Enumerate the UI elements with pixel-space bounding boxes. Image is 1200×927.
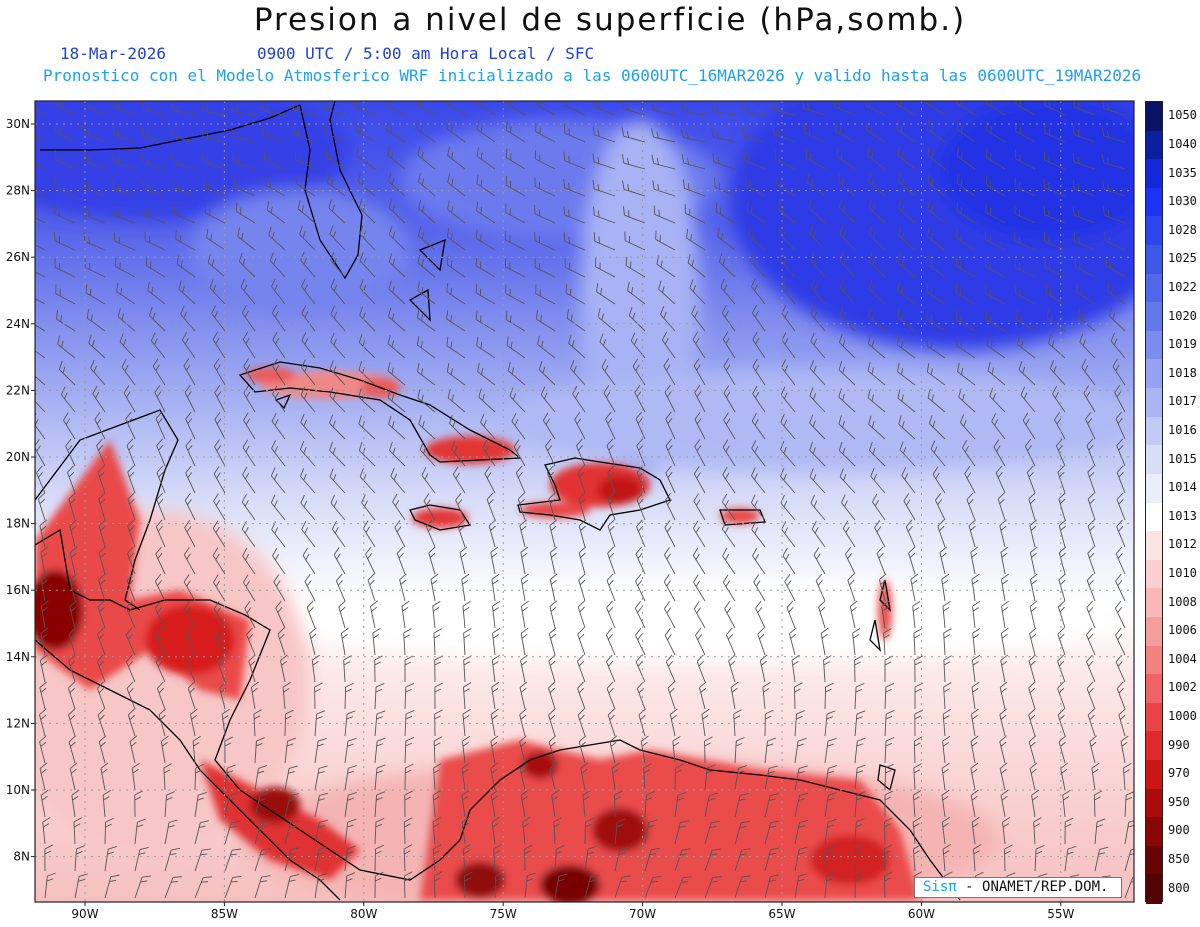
colorbar-label: 1006 bbox=[1168, 623, 1197, 638]
lat-label: 26N bbox=[6, 250, 30, 264]
lon-label: 55W bbox=[1047, 907, 1074, 921]
model-info: Pronostico con el Modelo Atmosferico WRF… bbox=[43, 66, 1142, 85]
colorbar-cell bbox=[1146, 388, 1162, 418]
lon-label: 75W bbox=[490, 907, 517, 921]
colorbar-label: 950 bbox=[1168, 794, 1190, 809]
colorbar-cell bbox=[1146, 273, 1162, 303]
lon-label: 60W bbox=[908, 907, 935, 921]
brand-label: Sisπ bbox=[923, 879, 957, 895]
lon-label: 70W bbox=[629, 907, 656, 921]
colorbar-cell bbox=[1146, 731, 1162, 761]
colorbar-label: 850 bbox=[1168, 852, 1190, 867]
colorbar-label: 1015 bbox=[1168, 451, 1197, 466]
colorbar-label: 1000 bbox=[1168, 709, 1197, 724]
lat-label: 16N bbox=[6, 583, 30, 597]
colorbar-cell bbox=[1146, 187, 1162, 218]
colorbar-label: 1017 bbox=[1168, 394, 1197, 409]
colorbar-cell bbox=[1146, 216, 1162, 246]
colorbar-label: 1008 bbox=[1168, 594, 1197, 609]
colorbar-cell bbox=[1146, 330, 1162, 361]
lat-label: 10N bbox=[6, 783, 30, 797]
colorbar-cell bbox=[1146, 502, 1162, 532]
colorbar-label: 1050 bbox=[1168, 108, 1197, 123]
colorbar-cell bbox=[1146, 416, 1162, 446]
colorbar-label: 900 bbox=[1168, 823, 1190, 838]
colorbar-label: 990 bbox=[1168, 737, 1190, 752]
colorbar-cell bbox=[1146, 788, 1162, 818]
lat-label: 12N bbox=[6, 716, 30, 730]
colorbar-cell bbox=[1146, 645, 1162, 675]
colorbar-label: 1040 bbox=[1168, 136, 1197, 151]
forecast-date: 18-Mar-2026 bbox=[60, 44, 166, 63]
colorbar-cell bbox=[1146, 473, 1162, 504]
colorbar-cell bbox=[1146, 674, 1162, 704]
forecast-time: 0900 UTC / 5:00 am Hora Local / SFC bbox=[257, 44, 595, 63]
colorbar-cell bbox=[1146, 130, 1162, 160]
org-label: - ONAMET/REP.DOM. bbox=[965, 879, 1109, 895]
colorbar-cell bbox=[1146, 559, 1162, 589]
lon-label: 85W bbox=[211, 907, 238, 921]
colorbar-cell bbox=[1146, 874, 1162, 904]
lon-labels: 90W 85W 80W 75W 70W 65W 60W 55W bbox=[71, 902, 1074, 921]
colorbar-label: 1016 bbox=[1168, 422, 1197, 437]
colorbar-label: 1012 bbox=[1168, 537, 1197, 552]
lat-label: 24N bbox=[6, 317, 30, 331]
lon-label: 65W bbox=[768, 907, 795, 921]
colorbar-cell bbox=[1146, 245, 1162, 275]
lat-label: 14N bbox=[6, 650, 30, 664]
lat-label: 22N bbox=[6, 383, 30, 397]
colorbar-cell bbox=[1146, 302, 1162, 332]
colorbar-cell bbox=[1146, 159, 1162, 189]
colorbar-cell bbox=[1146, 616, 1162, 647]
colorbar-cell bbox=[1146, 445, 1162, 475]
colorbar-label: 1013 bbox=[1168, 508, 1197, 523]
colorbar-label: 1030 bbox=[1168, 194, 1197, 209]
colorbar-cell bbox=[1146, 759, 1162, 790]
colorbar-label: 970 bbox=[1168, 766, 1190, 781]
pressure-colorbar bbox=[1145, 101, 1163, 904]
pressure-shading bbox=[35, 101, 1134, 902]
colorbar-label: 1018 bbox=[1168, 365, 1197, 380]
colorbar-label: 1025 bbox=[1168, 251, 1197, 266]
lat-label: 18N bbox=[6, 517, 30, 531]
colorbar-label: 800 bbox=[1168, 880, 1190, 895]
credit-box: Sisπ - ONAMET/REP.DOM. bbox=[914, 877, 1122, 898]
page-title: Presion a nivel de superficie (hPa,somb.… bbox=[253, 2, 967, 38]
lat-label: 20N bbox=[6, 450, 30, 464]
lon-label: 90W bbox=[71, 907, 98, 921]
colorbar-label: 1028 bbox=[1168, 222, 1197, 237]
lat-label: 28N bbox=[6, 184, 30, 198]
map-frame bbox=[34, 100, 1135, 903]
colorbar-label: 1002 bbox=[1168, 680, 1197, 695]
colorbar-label: 1004 bbox=[1168, 651, 1197, 666]
colorbar-cell bbox=[1146, 845, 1162, 875]
colorbar-cell bbox=[1146, 817, 1162, 847]
colorbar-label: 1020 bbox=[1168, 308, 1197, 323]
colorbar-cell bbox=[1146, 102, 1162, 132]
colorbar-cell bbox=[1146, 588, 1162, 618]
colorbar-label: 1019 bbox=[1168, 337, 1197, 352]
lat-lon-grid bbox=[35, 101, 1134, 902]
colorbar-cell bbox=[1146, 359, 1162, 389]
lon-label: 80W bbox=[350, 907, 377, 921]
colorbar-label: 1022 bbox=[1168, 279, 1197, 294]
colorbar-cell bbox=[1146, 531, 1162, 561]
lat-label: 8N bbox=[13, 850, 30, 864]
lat-labels: 30N 28N 26N 24N 22N 20N 18N 16N 14N 12N 10N 8N bbox=[6, 117, 35, 864]
colorbar-label: 1010 bbox=[1168, 566, 1197, 581]
colorbar-cell bbox=[1146, 702, 1162, 732]
colorbar-label: 1035 bbox=[1168, 165, 1197, 180]
lat-label: 30N bbox=[6, 117, 30, 131]
colorbar-label: 1014 bbox=[1168, 480, 1197, 495]
